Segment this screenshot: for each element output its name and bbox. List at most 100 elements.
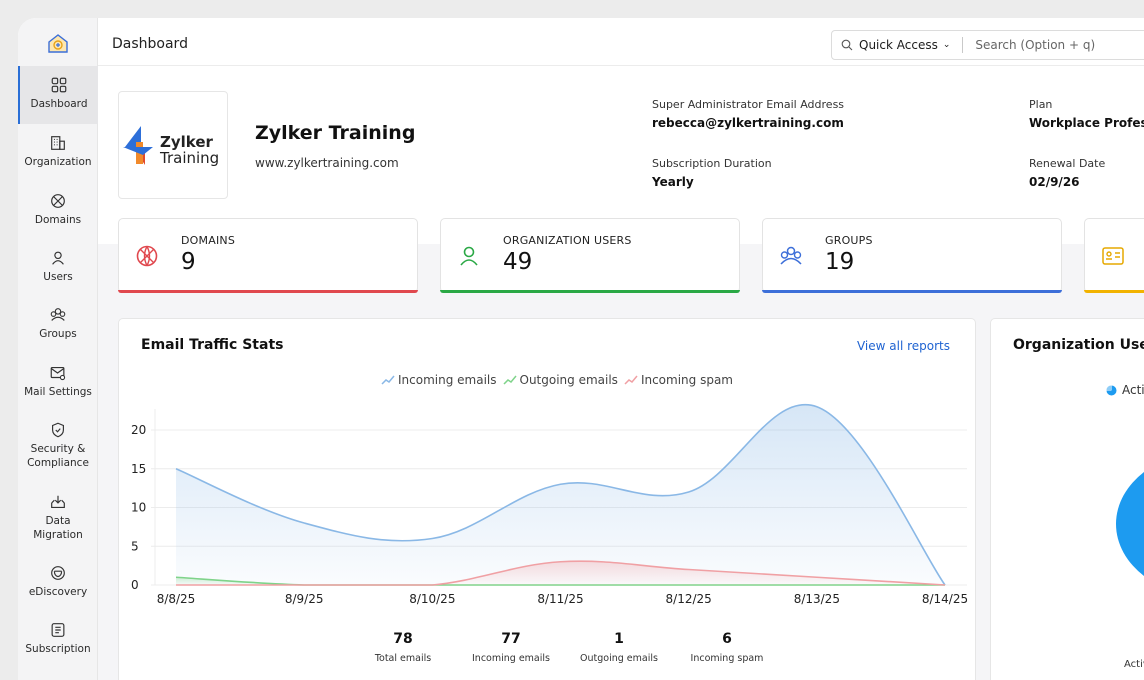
legend-incoming[interactable]: Incoming emails — [381, 373, 497, 387]
app-logo-icon[interactable] — [46, 32, 70, 56]
sidebar-item-label: eDiscovery — [28, 586, 88, 598]
svg-text:Zylker: Zylker — [160, 133, 214, 151]
sidebar-item-label-line2: Migration — [33, 529, 83, 541]
duration-value: Yearly — [652, 175, 694, 189]
svg-text:Training: Training — [159, 149, 219, 167]
trend-line-icon — [502, 375, 517, 385]
sidebar-item-security[interactable]: Security & Compliance — [18, 421, 98, 470]
divider — [962, 37, 964, 53]
sidebar-item-ediscovery[interactable]: eDiscovery — [18, 564, 98, 599]
sidebar-item-label-line2: Compliance — [27, 457, 89, 469]
quick-access-dropdown[interactable]: Quick Access ⌄ — [832, 38, 950, 52]
plan-value: Workplace Professi — [1029, 116, 1144, 130]
sidebar-item-label: Subscription — [25, 643, 91, 655]
sidebar-item-label: Organization — [24, 156, 92, 168]
y-tick-label: 20 — [131, 423, 146, 437]
sidebar-item-mail-settings[interactable]: Mail Settings — [18, 364, 98, 399]
org-users-panel: Organization Users Acti Activ — [990, 318, 1144, 680]
stat-value: 9 — [181, 249, 196, 275]
search-input[interactable]: Search (Option + q) — [975, 38, 1096, 52]
dashboard-icon — [51, 77, 67, 93]
sidebar-item-label-line1: Security & — [30, 443, 86, 455]
legend-label: Incoming emails — [398, 373, 497, 387]
sidebar-item-dashboard[interactable]: Dashboard — [18, 66, 98, 124]
stat-accent-bar — [440, 290, 740, 293]
org-name: Zylker Training — [255, 122, 416, 144]
sidebar-item-label: Mail Settings — [24, 386, 92, 398]
series-area-incoming-emails — [176, 404, 945, 585]
sidebar: Dashboard Organization Domains Users Gro… — [18, 18, 98, 680]
stat-label: ORGANIZATION USERS — [503, 234, 632, 247]
sidebar-item-organization[interactable]: Organization — [18, 134, 98, 169]
legend-label: Outgoing emails — [519, 373, 618, 387]
total-value: 78 — [393, 631, 413, 647]
subscription-icon — [51, 623, 65, 637]
total-value: 6 — [722, 631, 732, 647]
stat-card-users[interactable]: ORGANIZATION USERS 49 — [440, 218, 740, 293]
pie-legend[interactable]: Acti — [1106, 383, 1144, 397]
globe-icon — [136, 245, 158, 267]
email-traffic-chart: 0 5 10 15 20 8/8/25 8/9/25 8/10/25 8/11/25 8/12/2… — [131, 403, 968, 606]
series-line-incoming-spam — [176, 560, 946, 586]
stat-value: 49 — [503, 249, 533, 275]
pie-slice-active[interactable] — [1116, 449, 1144, 599]
pie-chart-icon — [1106, 385, 1117, 395]
trend-line-icon — [624, 375, 638, 385]
stat-card-domains[interactable]: DOMAINS 9 — [118, 218, 418, 293]
y-tick-label: 5 — [131, 539, 139, 553]
stat-accent-bar — [118, 290, 418, 293]
plan-label: Plan — [1029, 98, 1053, 111]
x-tick-label: 8/11/25 — [537, 592, 583, 606]
legend-label: Incoming spam — [640, 373, 733, 387]
building-icon — [51, 136, 65, 150]
user-icon — [460, 246, 478, 266]
total-label: Total emails — [374, 653, 432, 664]
pie-legend-label: Acti — [1122, 383, 1144, 397]
series-area-incoming-spam — [176, 561, 945, 585]
sidebar-item-label-line1: Data — [45, 515, 71, 527]
stat-card-licenses[interactable] — [1084, 218, 1144, 293]
y-tick-label: 10 — [131, 501, 146, 515]
total-value: 77 — [501, 631, 521, 647]
stat-label: DOMAINS — [181, 234, 235, 247]
x-tick-label: 8/10/25 — [409, 592, 455, 606]
globe-icon — [51, 194, 65, 208]
user-icon — [52, 251, 64, 265]
admin-email-value: rebecca@zylkertraining.com — [652, 116, 844, 130]
panel-title: Organization Users — [1013, 337, 1144, 353]
sidebar-item-subscription[interactable]: Subscription — [18, 621, 98, 656]
total-label: Incoming spam — [690, 653, 764, 664]
total-value: 1 — [614, 631, 624, 647]
admin-email-label: Super Administrator Email Address — [652, 98, 845, 111]
org-url: www.zylkertraining.com — [255, 156, 399, 170]
sidebar-item-users[interactable]: Users — [18, 249, 98, 284]
legend-spam[interactable]: Incoming spam — [624, 373, 733, 387]
stat-card-groups[interactable]: GROUPS 19 — [762, 218, 1062, 293]
view-all-reports-link[interactable]: View all reports — [856, 339, 950, 353]
sidebar-item-data-migration[interactable]: Data Migration — [18, 493, 98, 542]
sidebar-item-label: Groups — [39, 328, 77, 340]
x-tick-label: 8/8/25 — [157, 592, 196, 606]
app-window: Dashboard Organization Domains Users Gro… — [18, 18, 1144, 680]
stat-value: 19 — [825, 249, 855, 275]
sidebar-item-domains[interactable]: Domains — [18, 192, 98, 227]
total-label: Outgoing emails — [580, 653, 658, 664]
search-bar[interactable]: Quick Access ⌄ Search (Option + q) — [831, 30, 1144, 60]
panel-title: Email Traffic Stats — [141, 337, 284, 353]
series-line-incoming-emails — [175, 403, 946, 586]
sidebar-item-groups[interactable]: Groups — [18, 306, 98, 341]
search-icon — [841, 39, 853, 51]
page-title: Dashboard — [112, 36, 188, 52]
group-icon — [50, 308, 66, 321]
x-tick-label: 8/12/25 — [666, 592, 712, 606]
x-tick-label: 8/9/25 — [285, 592, 324, 606]
outgoing-emails-stat: 1 Outgoing emails — [565, 631, 673, 664]
total-emails-stat: 78 Total emails — [349, 631, 457, 664]
incoming-emails-stat: 77 Incoming emails — [457, 631, 565, 664]
sidebar-item-label: Users — [43, 271, 73, 283]
legend-outgoing[interactable]: Outgoing emails — [502, 373, 618, 387]
id-card-icon — [1102, 247, 1124, 265]
sidebar-item-label: Domains — [34, 214, 82, 226]
org-logo: Zylker Training — [118, 91, 228, 199]
renewal-label: Renewal Date — [1029, 157, 1106, 170]
